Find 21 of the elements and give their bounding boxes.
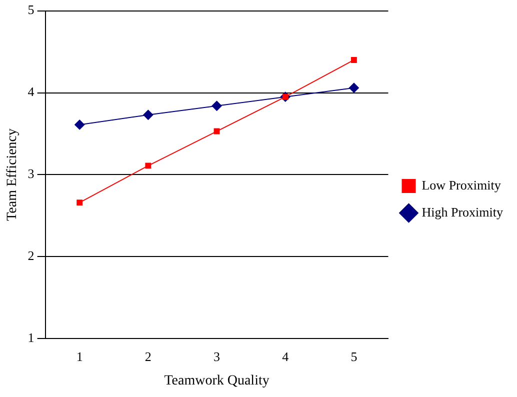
- point: [74, 120, 85, 130]
- point: [143, 110, 154, 120]
- point: [76, 200, 83, 206]
- x-tick-label: 3: [214, 348, 220, 364]
- y-tick-label: 5: [28, 2, 34, 18]
- point: [212, 100, 222, 111]
- point: [348, 82, 359, 93]
- y-axis-title: Team Efficiency: [5, 128, 20, 221]
- x-tick-label: 4: [282, 348, 290, 364]
- point: [145, 162, 152, 169]
- x-tick-label: 2: [144, 348, 152, 364]
- y-tick-label: 2: [28, 248, 34, 264]
- x-tick-label: 1: [76, 348, 83, 364]
- legend-label: Low Proximity: [422, 177, 502, 192]
- y-tick-label: 1: [28, 330, 34, 346]
- y-tick-label: 3: [28, 166, 34, 182]
- y-tick-label: 4: [28, 84, 35, 100]
- legend-label: High Proximity: [422, 204, 504, 220]
- x-axis-title: Teamwork Quality: [164, 373, 270, 388]
- point: [350, 56, 357, 63]
- x-tick-label: 5: [350, 348, 358, 364]
